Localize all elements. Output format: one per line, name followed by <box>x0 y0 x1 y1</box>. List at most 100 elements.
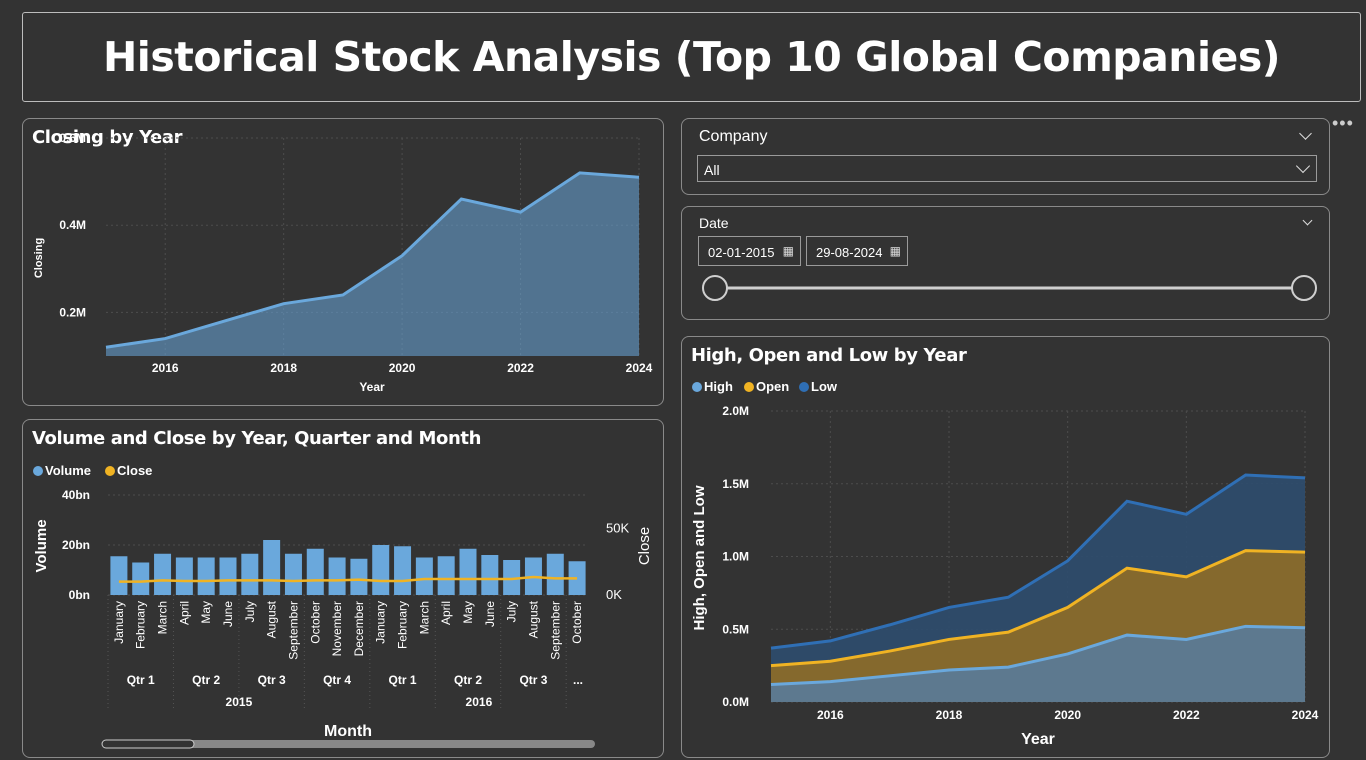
title-banner: Historical Stock Analysis (Top 10 Global… <box>22 12 1361 102</box>
month-tick: March <box>156 601 170 634</box>
volume-bar[interactable] <box>350 558 368 595</box>
month-tick: November <box>330 601 344 656</box>
close-y-tick: 0K <box>606 587 622 602</box>
volume-bar[interactable] <box>306 548 324 595</box>
year-label: 2015 <box>226 695 253 709</box>
legend-marker <box>33 466 43 476</box>
month-tick: September <box>286 601 300 660</box>
legend-marker <box>105 466 115 476</box>
calendar-icon[interactable]: ▦ <box>782 244 794 258</box>
volume-y-tick: 20bn <box>62 538 90 552</box>
horizontal-scrollbar-thumb[interactable] <box>101 739 195 749</box>
month-tick: January <box>374 601 388 644</box>
month-tick: February <box>134 601 148 649</box>
hol-y-tick: 2.0M <box>722 404 749 418</box>
volume-bar[interactable] <box>459 548 477 595</box>
month-tick: September <box>548 601 562 660</box>
volume-bar[interactable] <box>154 553 172 595</box>
quarter-label: Qtr 3 <box>258 673 286 687</box>
month-tick: April <box>177 601 191 625</box>
month-tick: August <box>265 600 279 638</box>
volume-bar[interactable] <box>415 557 433 596</box>
volume-bar[interactable] <box>546 553 564 595</box>
closing-y-tick: 0.4M <box>59 218 86 232</box>
page-title: Historical Stock Analysis (Top 10 Global… <box>102 33 1281 81</box>
year-label: 2016 <box>466 695 493 709</box>
quarter-label: Qtr 4 <box>323 673 351 687</box>
legend-label[interactable]: Low <box>811 379 838 394</box>
volume-y-axis-label: Volume <box>33 519 50 572</box>
month-tick: April <box>439 601 453 625</box>
closing-line <box>105 171 640 349</box>
month-tick: October <box>570 601 584 644</box>
hol-x-tick: 2016 <box>817 708 844 722</box>
start-date-input[interactable]: 02-01-2015 ▦ <box>698 236 801 266</box>
volume-bar[interactable] <box>110 556 128 595</box>
volume-x-axis-label: Month <box>324 723 372 740</box>
volume-bar[interactable] <box>132 562 150 596</box>
legend-label[interactable]: Volume <box>45 463 91 478</box>
volume-bar[interactable] <box>175 557 193 596</box>
closing-x-tick: 2018 <box>270 361 297 375</box>
legend-label[interactable]: Close <box>117 463 152 478</box>
volume-bar[interactable] <box>263 540 281 595</box>
line-open <box>770 549 1306 668</box>
horizontal-scrollbar-track[interactable] <box>102 740 595 748</box>
hol-y-tick: 0.5M <box>722 622 749 636</box>
closing-x-tick: 2022 <box>507 361 534 375</box>
closing-x-axis-label: Year <box>359 380 385 394</box>
slider-start-handle[interactable] <box>702 275 728 301</box>
quarter-label: Qtr 1 <box>127 673 155 687</box>
volume-y-tick: 40bn <box>62 488 90 502</box>
hol-x-tick: 2022 <box>1173 708 1200 722</box>
month-tick: July <box>243 601 257 622</box>
volume-bar[interactable] <box>328 557 346 596</box>
quarter-label: Qtr 1 <box>389 673 417 687</box>
hol-chart: High Open Low 0.0M 0.5M 1.0M 1.5M 2.0M 2016 201… <box>691 379 1319 748</box>
area-high <box>771 626 1305 702</box>
hol-y-tick: 0.0M <box>722 695 749 709</box>
chevron-down-icon <box>1295 158 1311 174</box>
more-options-icon[interactable]: ••• <box>1332 113 1354 133</box>
volume-y-tick: 0bn <box>69 588 90 602</box>
calendar-icon[interactable]: ▦ <box>889 244 901 258</box>
volume-bar[interactable] <box>197 557 215 596</box>
volume-bar[interactable] <box>241 553 259 595</box>
quarter-label: Qtr 2 <box>192 673 220 687</box>
closing-y-tick: 0.6M <box>59 131 86 145</box>
start-date-value: 02-01-2015 <box>708 245 775 260</box>
close-line <box>118 575 578 583</box>
month-tick: March <box>417 601 431 634</box>
closing-area <box>106 172 639 356</box>
quarter-label: Qtr 2 <box>454 673 482 687</box>
volume-bar[interactable] <box>503 560 521 595</box>
legend-label[interactable]: High <box>704 379 733 394</box>
month-tick: December <box>352 601 366 656</box>
hol-y-tick: 1.5M <box>722 477 749 491</box>
volume-bar[interactable] <box>394 546 412 595</box>
hol-x-tick: 2024 <box>1292 708 1319 722</box>
close-y-tick: 50K <box>606 520 629 535</box>
hol-y-axis-label: High, Open and Low <box>691 485 708 630</box>
company-slicer: Company All <box>681 118 1330 195</box>
date-range-slider[interactable] <box>690 268 1330 308</box>
volume-bar[interactable] <box>372 545 390 595</box>
volume-bar[interactable] <box>284 553 302 595</box>
closing-x-tick: 2020 <box>389 361 416 375</box>
hol-y-tick: 1.0M <box>722 550 749 564</box>
legend-marker <box>744 382 754 392</box>
end-date-input[interactable]: 29-08-2024 ▦ <box>806 236 908 266</box>
chevron-down-icon[interactable] <box>1302 215 1313 226</box>
hol-chart-title: High, Open and Low by Year <box>691 345 967 366</box>
volume-bar[interactable] <box>481 555 499 595</box>
volume-chart: Volume Close 0bn 20bn 40bn 0K 50K January Feb… <box>33 463 653 749</box>
company-dropdown[interactable]: All <box>697 155 1317 182</box>
quarter-label: Qtr 3 <box>519 673 547 687</box>
chevron-down-icon[interactable] <box>1299 127 1312 140</box>
month-tick: August <box>526 600 540 638</box>
volume-bar[interactable] <box>437 556 455 595</box>
volume-bar[interactable] <box>219 557 237 596</box>
slider-end-handle[interactable] <box>1291 275 1317 301</box>
legend-label[interactable]: Open <box>756 379 789 394</box>
month-tick: June <box>483 601 497 627</box>
